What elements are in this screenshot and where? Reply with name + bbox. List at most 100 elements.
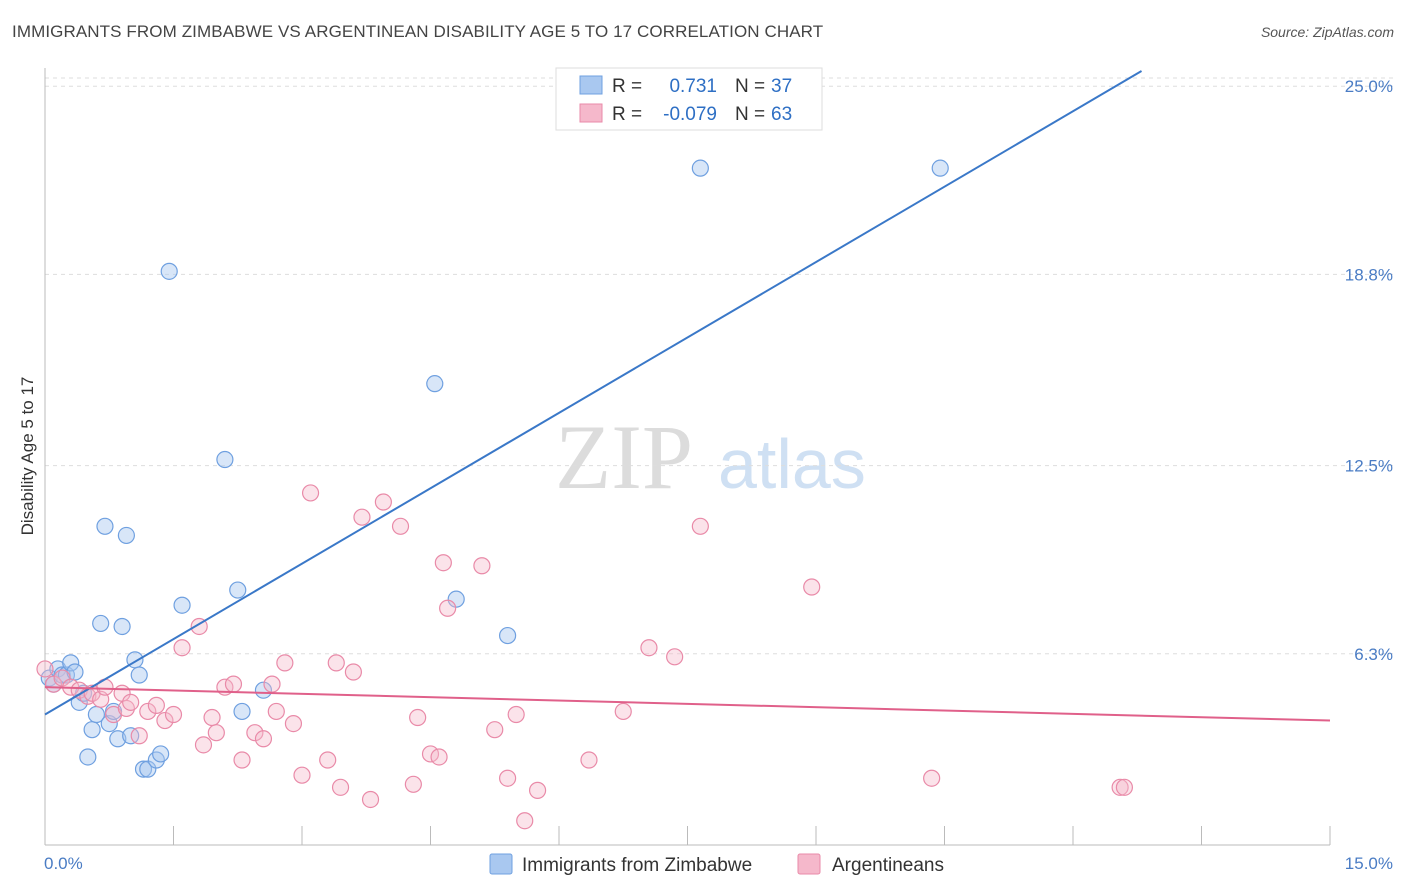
point-argentineans xyxy=(666,648,684,666)
point-argentineans xyxy=(691,517,709,535)
legend-n-label: N = xyxy=(735,104,765,125)
point-argentineans xyxy=(391,517,410,535)
point-argentineans xyxy=(130,727,148,745)
point-zimbabwe xyxy=(499,626,517,645)
series-zimbabwe-points xyxy=(40,159,949,778)
point-argentineans xyxy=(207,724,225,742)
point-argentineans xyxy=(194,736,213,754)
point-argentineans xyxy=(361,790,380,809)
point-zimbabwe xyxy=(117,526,135,545)
y-tick-label: 6.3% xyxy=(1354,645,1393,664)
point-zimbabwe xyxy=(134,760,153,778)
watermark-atlas: atlas xyxy=(718,425,866,503)
legend-label-argentineans: Argentineans xyxy=(832,855,944,876)
point-argentineans xyxy=(173,639,191,657)
x-ticks xyxy=(44,826,1331,845)
point-zimbabwe xyxy=(233,702,251,721)
y-tick-label: 18.8% xyxy=(1345,265,1393,284)
point-argentineans xyxy=(139,702,157,721)
point-argentineans xyxy=(224,675,243,693)
point-zimbabwe xyxy=(83,721,101,739)
y-tick-label: 12.5% xyxy=(1345,457,1393,476)
point-zimbabwe xyxy=(152,745,170,763)
legend-label-zimbabwe: Immigrants from Zimbabwe xyxy=(522,855,752,876)
point-argentineans xyxy=(147,696,165,714)
point-zimbabwe xyxy=(109,730,127,748)
point-zimbabwe xyxy=(254,681,273,699)
point-zimbabwe xyxy=(130,666,148,684)
chart-title: IMMIGRANTS FROM ZIMBABWE VS ARGENTINEAN … xyxy=(12,22,824,41)
grid-lines xyxy=(45,77,1393,655)
point-zimbabwe xyxy=(229,581,247,599)
point-argentineans xyxy=(1111,778,1129,796)
series-legend: Immigrants from Zimbabwe Argentineans xyxy=(489,853,944,876)
point-argentineans xyxy=(430,748,448,766)
point-argentineans xyxy=(1115,778,1134,796)
point-argentineans xyxy=(122,693,140,711)
point-argentineans xyxy=(203,708,221,727)
point-argentineans xyxy=(53,669,71,687)
trend-line-zimbabwe xyxy=(44,70,1143,716)
point-argentineans xyxy=(374,493,392,511)
legend-r-label: R = xyxy=(612,76,642,97)
point-argentineans xyxy=(164,705,183,724)
legend-swatch-argentineans xyxy=(797,853,821,875)
point-argentineans xyxy=(293,766,311,784)
point-argentineans xyxy=(640,639,658,657)
point-argentineans xyxy=(254,730,273,748)
legend-r-value-zimbabwe: 0.731 xyxy=(669,76,717,97)
point-argentineans xyxy=(319,751,337,769)
point-argentineans xyxy=(276,654,294,672)
point-zimbabwe xyxy=(160,262,178,280)
point-argentineans xyxy=(263,675,281,693)
point-argentineans xyxy=(233,751,251,769)
point-argentineans xyxy=(246,724,264,742)
point-argentineans xyxy=(507,705,525,724)
legend-n-label: N = xyxy=(735,76,765,97)
point-zimbabwe xyxy=(426,375,444,393)
point-zimbabwe xyxy=(139,760,157,778)
point-argentineans xyxy=(614,702,632,721)
point-argentineans xyxy=(473,557,491,575)
point-argentineans xyxy=(301,484,320,502)
correlation-legend: R = 0.731 N = 37 R = -0.079 N = 63 xyxy=(555,67,823,131)
point-zimbabwe xyxy=(216,450,234,469)
trend-line-argentineans xyxy=(44,686,1331,722)
legend-swatch-zimbabwe xyxy=(489,853,513,875)
point-zimbabwe xyxy=(173,596,191,614)
point-zimbabwe xyxy=(447,590,465,608)
legend-swatch-argentineans xyxy=(579,103,603,123)
y-tick-label: 25.0% xyxy=(1345,77,1393,96)
point-argentineans xyxy=(156,711,174,730)
point-argentineans xyxy=(528,781,547,799)
point-argentineans xyxy=(923,769,941,787)
point-zimbabwe xyxy=(92,614,110,633)
legend-swatch-zimbabwe xyxy=(579,75,603,95)
point-zimbabwe xyxy=(931,159,949,177)
point-argentineans xyxy=(803,578,821,596)
x-tick-label-min: 0.0% xyxy=(44,854,83,873)
point-argentineans xyxy=(580,751,598,769)
legend-n-value-argentineans: 63 xyxy=(771,104,792,125)
point-argentineans xyxy=(499,769,517,787)
legend-r-value-argentineans: -0.079 xyxy=(663,104,717,125)
watermark: ZIP atlas xyxy=(555,406,866,508)
point-argentineans xyxy=(516,812,534,830)
point-zimbabwe xyxy=(691,159,709,177)
point-argentineans xyxy=(353,508,371,526)
point-argentineans xyxy=(404,775,422,793)
point-argentineans xyxy=(344,663,362,681)
point-argentineans xyxy=(439,599,457,617)
point-argentineans xyxy=(486,721,504,739)
point-zimbabwe xyxy=(113,617,131,636)
point-argentineans xyxy=(327,654,345,672)
x-tick-label-max: 15.0% xyxy=(1345,854,1393,873)
watermark-zip: ZIP xyxy=(555,406,693,508)
point-argentineans xyxy=(409,708,427,727)
point-zimbabwe xyxy=(79,748,97,766)
point-zimbabwe xyxy=(96,517,114,535)
point-argentineans xyxy=(267,702,285,721)
point-argentineans xyxy=(284,714,303,733)
series-argentineans-points xyxy=(36,484,1134,830)
point-zimbabwe xyxy=(62,654,80,672)
